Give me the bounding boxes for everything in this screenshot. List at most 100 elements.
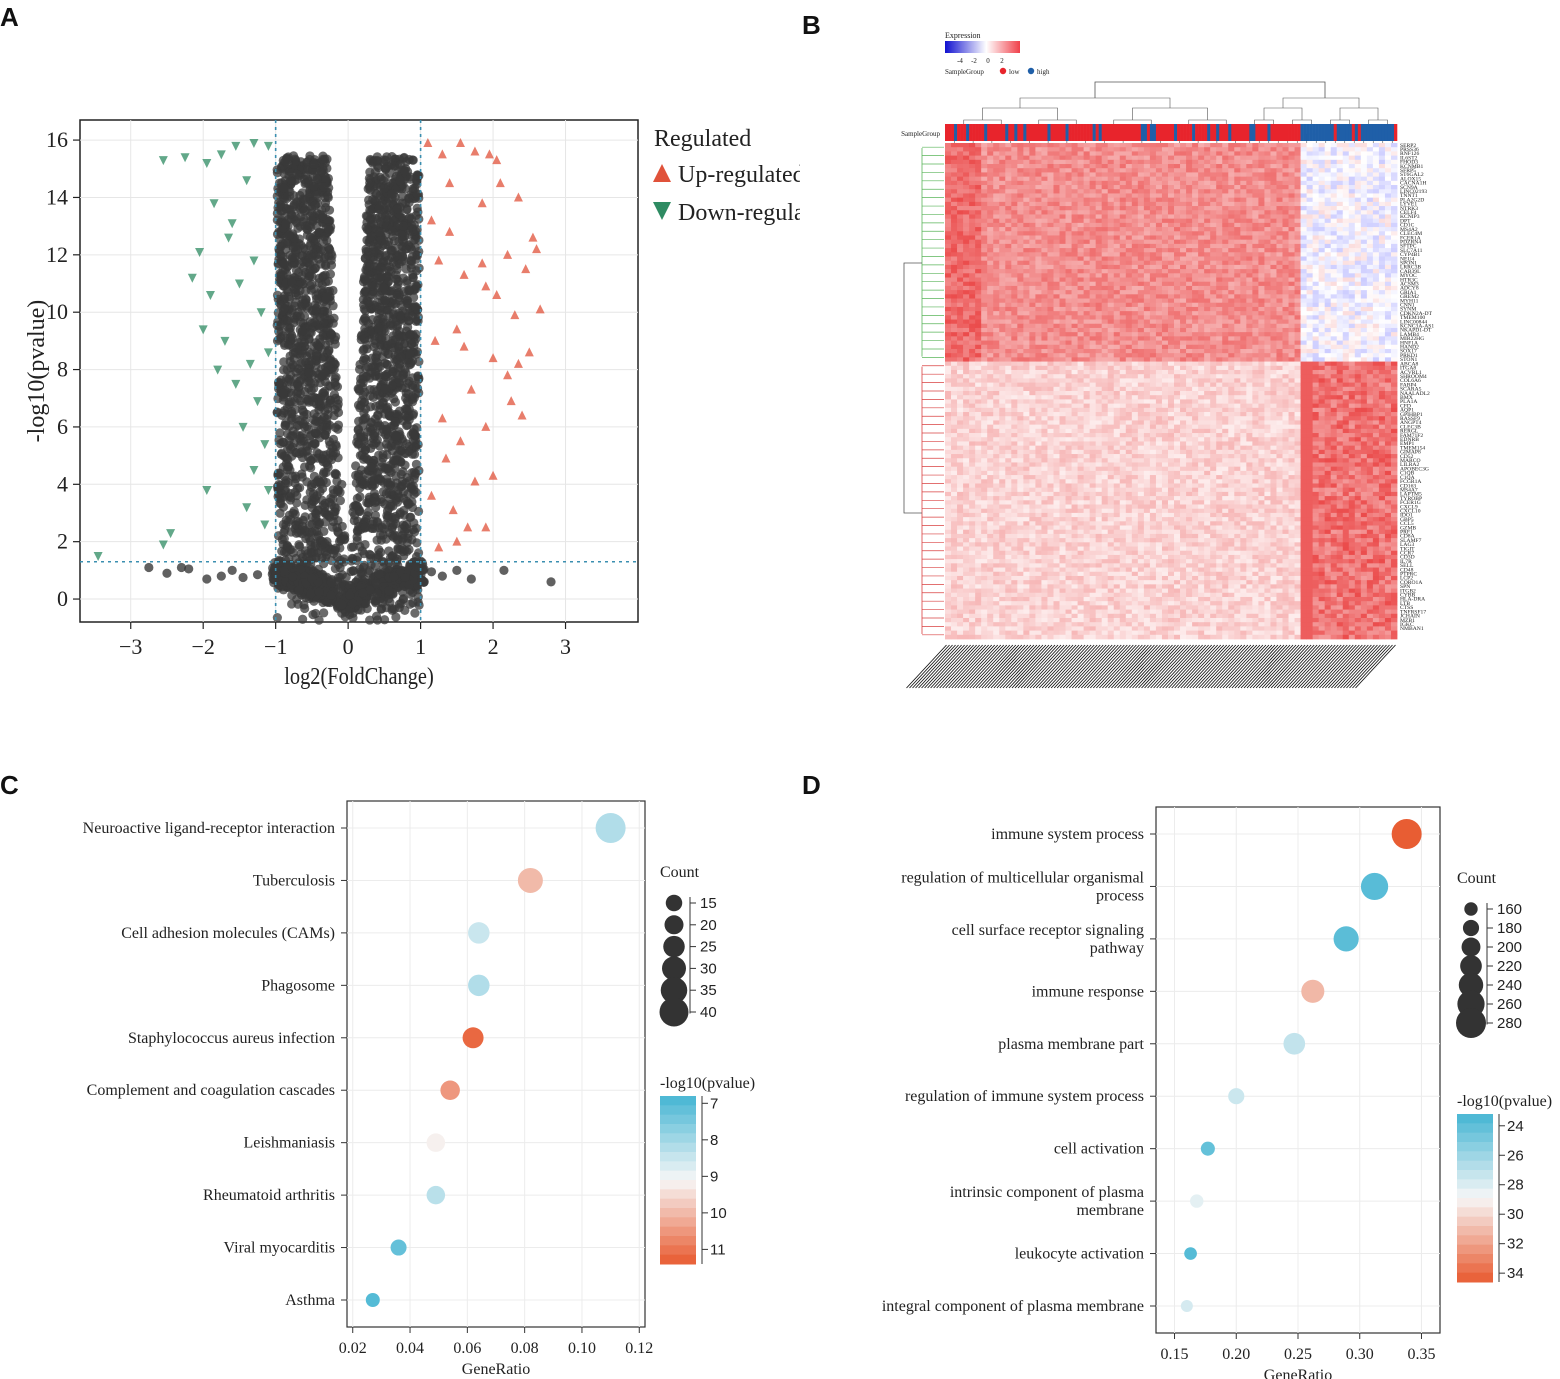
sample-group-cell: [1312, 124, 1316, 141]
heatmap-cell: [987, 147, 994, 152]
heatmap-cell: [1306, 159, 1314, 165]
heatmap-cell: [1378, 185, 1386, 190]
heatmap-cell: [1384, 147, 1392, 152]
heatmap-cell: [1288, 210, 1295, 215]
ns-point: [400, 198, 410, 208]
heatmap-cell: [1204, 214, 1211, 220]
heatmap-cell: [1348, 185, 1356, 190]
ns-point: [351, 470, 361, 480]
sample-group-cell: [1204, 124, 1208, 141]
heatmap-cell: [1143, 201, 1151, 207]
heatmap-cell: [1288, 164, 1295, 169]
heatmap-cell: [1276, 168, 1283, 173]
ns-point-cloud: [267, 151, 429, 625]
heatmap-cell: [1324, 189, 1332, 194]
heatmap-cell: [1366, 147, 1374, 152]
heatmap-cell: [1360, 218, 1368, 224]
heatmap-cell: [1071, 214, 1078, 220]
heatmap-cell: [1047, 143, 1054, 148]
ns-point: [368, 247, 378, 257]
group-high-label: high: [1037, 68, 1050, 76]
ns-point: [364, 273, 374, 283]
heatmap-cell: [1023, 189, 1030, 194]
heatmap-cell: [987, 214, 994, 220]
sample-group-cell: [1077, 124, 1081, 141]
sample-group-cell: [1167, 124, 1172, 141]
y-tick-label: 16: [46, 127, 68, 152]
ns-point: [405, 349, 415, 359]
heatmap-cell: [1294, 147, 1301, 152]
heatmap-cell: [1258, 206, 1265, 211]
heatmap-cell: [1071, 176, 1078, 182]
heatmap-cell: [1113, 168, 1121, 173]
heatmap-cell: [1107, 214, 1115, 220]
ns-point: [287, 599, 297, 609]
ns-point: [327, 556, 337, 566]
heatmap-cell: [1372, 172, 1380, 178]
heatmap-cell: [945, 168, 952, 173]
ns-point: [289, 190, 299, 201]
ns-point: [404, 154, 414, 165]
heatmap-cell: [1360, 168, 1368, 173]
ns-outlier-point: [252, 570, 263, 580]
heatmap-cell: [987, 164, 994, 169]
heatmap-cell: [945, 218, 952, 224]
heatmap-cell: [987, 201, 994, 207]
heatmap-cell: [1041, 193, 1048, 199]
group-high-dot: [1027, 67, 1035, 75]
panel-label-c: C: [0, 770, 19, 800]
heatmap-cell: [1210, 176, 1217, 182]
heatmap-cell: [1312, 155, 1320, 161]
heatmap-cell: [1234, 189, 1241, 194]
heatmap-cell: [1041, 164, 1048, 169]
ns-point: [308, 397, 318, 407]
heatmap-cell: [1246, 147, 1253, 152]
heatmap-cell: [1041, 185, 1048, 190]
heatmap-cell: [1023, 201, 1030, 207]
heatmap-cell: [1053, 201, 1060, 207]
ns-point: [376, 604, 387, 614]
heatmap-cell: [1216, 218, 1223, 224]
heatmap-cell: [1228, 206, 1235, 211]
heatmap-cell: [1125, 185, 1133, 190]
heatmap-cell: [1252, 172, 1259, 178]
heatmap-cell: [1348, 210, 1356, 215]
heatmap-cell: [1240, 193, 1247, 199]
sample-group-cell: [963, 124, 967, 141]
heatmap-cell: [975, 214, 982, 220]
heatmap-cell: [1306, 193, 1314, 199]
heatmap-cell: [1017, 214, 1024, 220]
heatmap-cell: [1071, 168, 1078, 173]
ns-point: [382, 474, 392, 484]
ns-point: [369, 439, 379, 450]
heatmap-cell: [1354, 197, 1362, 203]
heatmap-cell: [1312, 185, 1320, 190]
group-low-dot: [999, 67, 1007, 75]
heatmap-cell: [1252, 155, 1259, 161]
sample-group-cell: [1186, 124, 1190, 141]
heatmap-cell: [1059, 164, 1066, 169]
heatmap-cell: [1113, 172, 1121, 178]
ns-point: [293, 382, 304, 392]
ns-point: [291, 265, 301, 275]
heatmap-cell: [1107, 143, 1115, 148]
heatmap-cell: [1192, 164, 1199, 169]
heatmap-cell: [1288, 155, 1295, 161]
heatmap-cell: [1059, 210, 1066, 215]
heatmap-cell: [1246, 164, 1253, 169]
ns-point: [295, 415, 305, 426]
down-regulated-point: [187, 273, 197, 283]
sample-group-cell: [1216, 124, 1220, 141]
heatmap-cell: [1324, 159, 1332, 165]
heatmap-cell: [1300, 155, 1307, 161]
ns-point: [299, 206, 309, 216]
sample-group-cell: [1080, 124, 1084, 141]
heatmap-cell: [1029, 201, 1036, 207]
heatmap-cell: [1354, 164, 1362, 169]
ns-point: [337, 599, 347, 610]
ns-point: [314, 405, 324, 415]
heatmap-cell: [1216, 185, 1223, 190]
heatmap-cell: [1161, 143, 1169, 148]
heatmap-cell: [1318, 159, 1326, 165]
heatmap-cell: [1131, 206, 1139, 211]
